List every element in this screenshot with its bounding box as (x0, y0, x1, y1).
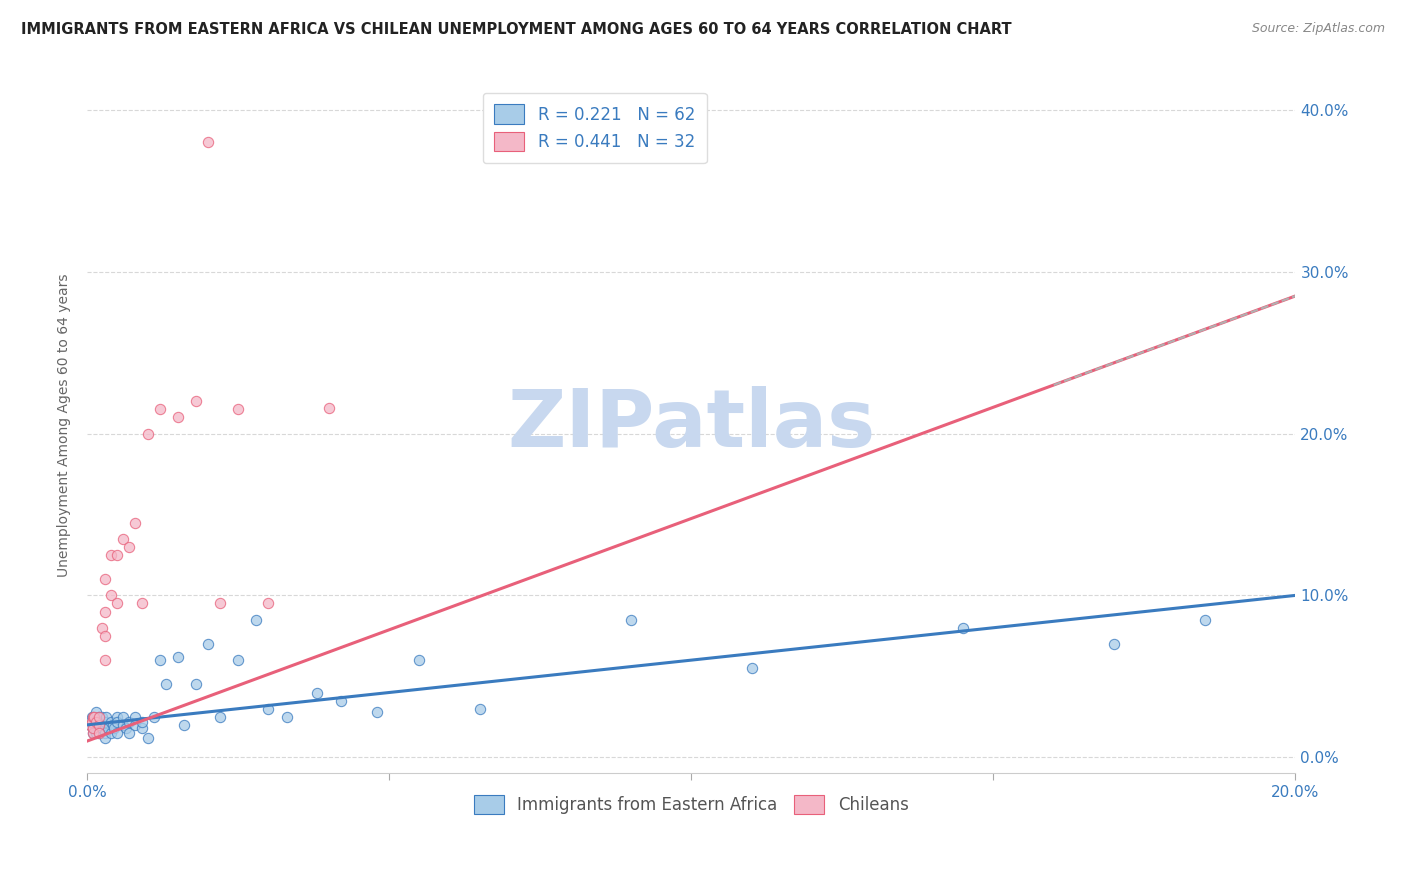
Point (97, 721, 120, 735)
Point (305, 685, 328, 699)
Point (82, 710, 104, 724)
Point (105, 597, 128, 611)
Point (105, 714, 128, 729)
Point (100, 714, 122, 729)
Point (94, 605, 117, 619)
Point (80, 710, 103, 724)
Point (226, 402, 249, 417)
Point (89, 710, 111, 724)
Point (91, 721, 114, 735)
Point (79, 718, 101, 732)
Point (149, 402, 172, 417)
Point (84, 721, 107, 735)
Point (952, 621, 974, 635)
Point (105, 548, 128, 562)
Point (209, 597, 232, 611)
Point (89, 718, 111, 732)
Point (86, 714, 108, 729)
Point (257, 701, 280, 715)
Point (142, 710, 165, 724)
Point (124, 710, 146, 724)
Point (83, 710, 105, 724)
Point (620, 613, 643, 627)
Point (105, 710, 128, 724)
Point (318, 401, 340, 415)
Point (112, 532, 135, 546)
Point (80, 714, 103, 729)
Point (94, 718, 117, 732)
Point (91, 710, 114, 724)
Point (741, 661, 763, 675)
Point (118, 540, 141, 554)
Point (100, 548, 122, 562)
Point (84, 705, 107, 719)
Point (329, 693, 352, 707)
Point (1102, 637, 1125, 651)
Point (84, 718, 107, 732)
Point (94, 714, 117, 729)
Point (1194, 613, 1216, 627)
Point (89, 710, 111, 724)
Point (166, 649, 188, 664)
Point (105, 726, 128, 740)
Y-axis label: Unemployment Among Ages 60 to 64 years: Unemployment Among Ages 60 to 64 years (58, 274, 72, 577)
Point (100, 588, 122, 602)
Text: ZIPatlas: ZIPatlas (508, 386, 876, 465)
Point (112, 718, 135, 732)
Point (112, 710, 135, 724)
Point (101, 718, 124, 732)
Point (149, 653, 172, 667)
Point (115, 721, 138, 735)
Point (87, 721, 110, 735)
Point (257, 597, 280, 611)
Point (89, 726, 111, 740)
Point (245, 613, 267, 627)
Point (209, 710, 232, 724)
Point (408, 653, 430, 667)
Legend: Immigrants from Eastern Africa, Chileans: Immigrants from Eastern Africa, Chileans (464, 785, 918, 824)
Point (124, 516, 146, 530)
Point (136, 731, 159, 745)
Point (100, 726, 122, 740)
Point (276, 710, 298, 724)
Point (82, 710, 104, 724)
Point (468, 701, 491, 715)
Point (79, 718, 101, 732)
Point (89, 714, 111, 729)
Text: Source: ZipAtlas.com: Source: ZipAtlas.com (1251, 22, 1385, 36)
Point (82, 721, 104, 735)
Point (131, 714, 153, 729)
Point (89, 718, 111, 732)
Point (94, 629, 117, 643)
Point (184, 677, 207, 691)
Point (94, 653, 117, 667)
Point (366, 705, 388, 719)
Point (94, 731, 117, 745)
Point (226, 653, 249, 667)
Point (197, 135, 219, 149)
Point (96, 710, 118, 724)
Point (166, 410, 188, 425)
Point (103, 721, 125, 735)
Point (94, 726, 117, 740)
Point (83, 714, 105, 729)
Text: IMMIGRANTS FROM EASTERN AFRICA VS CHILEAN UNEMPLOYMENT AMONG AGES 60 TO 64 YEARS: IMMIGRANTS FROM EASTERN AFRICA VS CHILEA… (21, 22, 1012, 37)
Point (82, 726, 104, 740)
Point (184, 394, 207, 409)
Point (91, 621, 114, 635)
Point (84, 714, 107, 729)
Point (173, 718, 195, 732)
Point (89, 726, 111, 740)
Point (118, 726, 141, 740)
Point (197, 637, 219, 651)
Point (84, 726, 107, 740)
Point (155, 677, 177, 691)
Point (124, 718, 146, 732)
Point (131, 721, 153, 735)
Point (118, 714, 141, 729)
Point (131, 597, 153, 611)
Point (136, 426, 159, 441)
Point (94, 572, 117, 586)
Point (82, 726, 104, 740)
